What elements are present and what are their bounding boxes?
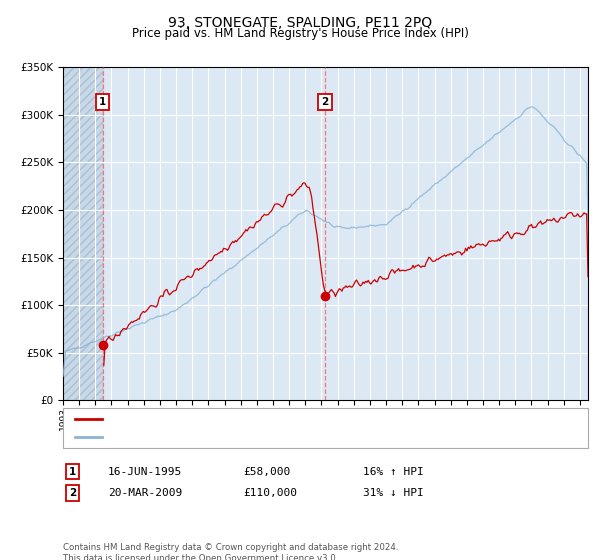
Text: 16-JUN-1995: 16-JUN-1995 — [108, 466, 182, 477]
Text: £58,000: £58,000 — [243, 466, 290, 477]
Text: 93, STONEGATE, SPALDING, PE11 2PQ (detached house): 93, STONEGATE, SPALDING, PE11 2PQ (detac… — [106, 414, 399, 424]
Text: 16% ↑ HPI: 16% ↑ HPI — [363, 466, 424, 477]
Text: 20-MAR-2009: 20-MAR-2009 — [108, 488, 182, 498]
Text: 2: 2 — [69, 488, 76, 498]
Text: Contains HM Land Registry data © Crown copyright and database right 2024.
This d: Contains HM Land Registry data © Crown c… — [63, 543, 398, 560]
Bar — [63, 67, 103, 400]
Text: £110,000: £110,000 — [243, 488, 297, 498]
Text: 2: 2 — [322, 97, 329, 107]
Text: 31% ↓ HPI: 31% ↓ HPI — [363, 488, 424, 498]
Text: Price paid vs. HM Land Registry's House Price Index (HPI): Price paid vs. HM Land Registry's House … — [131, 27, 469, 40]
Text: 1: 1 — [99, 97, 106, 107]
Text: HPI: Average price, detached house, South Holland: HPI: Average price, detached house, Sout… — [106, 432, 373, 442]
Text: 93, STONEGATE, SPALDING, PE11 2PQ: 93, STONEGATE, SPALDING, PE11 2PQ — [168, 16, 432, 30]
Text: 1: 1 — [69, 466, 76, 477]
